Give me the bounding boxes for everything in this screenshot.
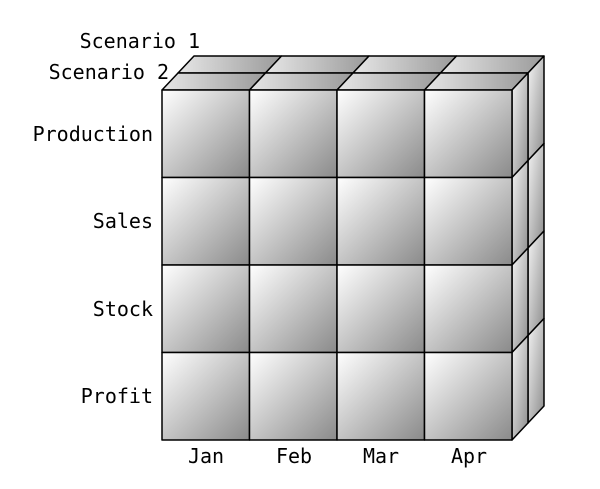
cell-production-mar <box>336 89 426 179</box>
column-label-apr: Apr <box>451 444 487 468</box>
side-cell-scenario-1-production <box>511 72 529 179</box>
top-cell-scenario-2-mar <box>352 55 458 74</box>
side-cell-scenario-1-sales <box>511 159 529 266</box>
scenario-label-1: Scenario 1 <box>80 29 200 53</box>
cell-stock-mar <box>336 264 426 354</box>
top-cell-scenario-1-feb <box>248 72 354 91</box>
column-label-mar: Mar <box>363 444 399 468</box>
row-label-profit: Profit <box>81 384 153 408</box>
scenario-label-2: Scenario 2 <box>49 60 169 84</box>
top-cell-scenario-2-jan <box>177 55 283 74</box>
side-cell-scenario-2-sales <box>527 142 545 249</box>
cell-production-apr <box>423 89 513 179</box>
cell-sales-feb <box>248 176 338 266</box>
measure-labels: Production Sales Stock Profit <box>33 122 153 408</box>
cell-profit-apr <box>423 351 513 441</box>
cell-production-jan <box>161 89 251 179</box>
cell-profit-mar <box>336 351 426 441</box>
top-cell-scenario-1-mar <box>336 72 442 91</box>
side-cell-scenario-2-profit <box>527 317 545 424</box>
cell-sales-jan <box>161 176 251 266</box>
cube-side-face <box>511 55 545 441</box>
cell-sales-apr <box>423 176 513 266</box>
top-cell-scenario-2-apr <box>439 55 545 74</box>
cell-stock-feb <box>248 264 338 354</box>
cell-profit-jan <box>161 351 251 441</box>
scenario-labels: Scenario 1 Scenario 2 <box>49 29 200 84</box>
row-label-production: Production <box>33 122 153 146</box>
side-cell-scenario-2-production <box>527 55 545 162</box>
top-cell-scenario-1-apr <box>423 72 529 91</box>
cube-front-face <box>161 89 513 441</box>
cell-stock-apr <box>423 264 513 354</box>
cell-stock-jan <box>161 264 251 354</box>
cell-production-feb <box>248 89 338 179</box>
side-cell-scenario-1-profit <box>511 334 529 441</box>
side-cell-scenario-2-stock <box>527 230 545 337</box>
row-label-sales: Sales <box>93 209 153 233</box>
month-labels: Jan Feb Mar Apr <box>188 444 487 468</box>
row-label-stock: Stock <box>93 297 153 321</box>
cell-sales-mar <box>336 176 426 266</box>
cube-top-face <box>161 55 545 91</box>
column-label-feb: Feb <box>276 444 312 468</box>
top-cell-scenario-1-jan <box>161 72 267 91</box>
side-cell-scenario-1-stock <box>511 247 529 354</box>
cell-profit-feb <box>248 351 338 441</box>
top-cell-scenario-2-feb <box>264 55 370 74</box>
column-label-jan: Jan <box>188 444 224 468</box>
